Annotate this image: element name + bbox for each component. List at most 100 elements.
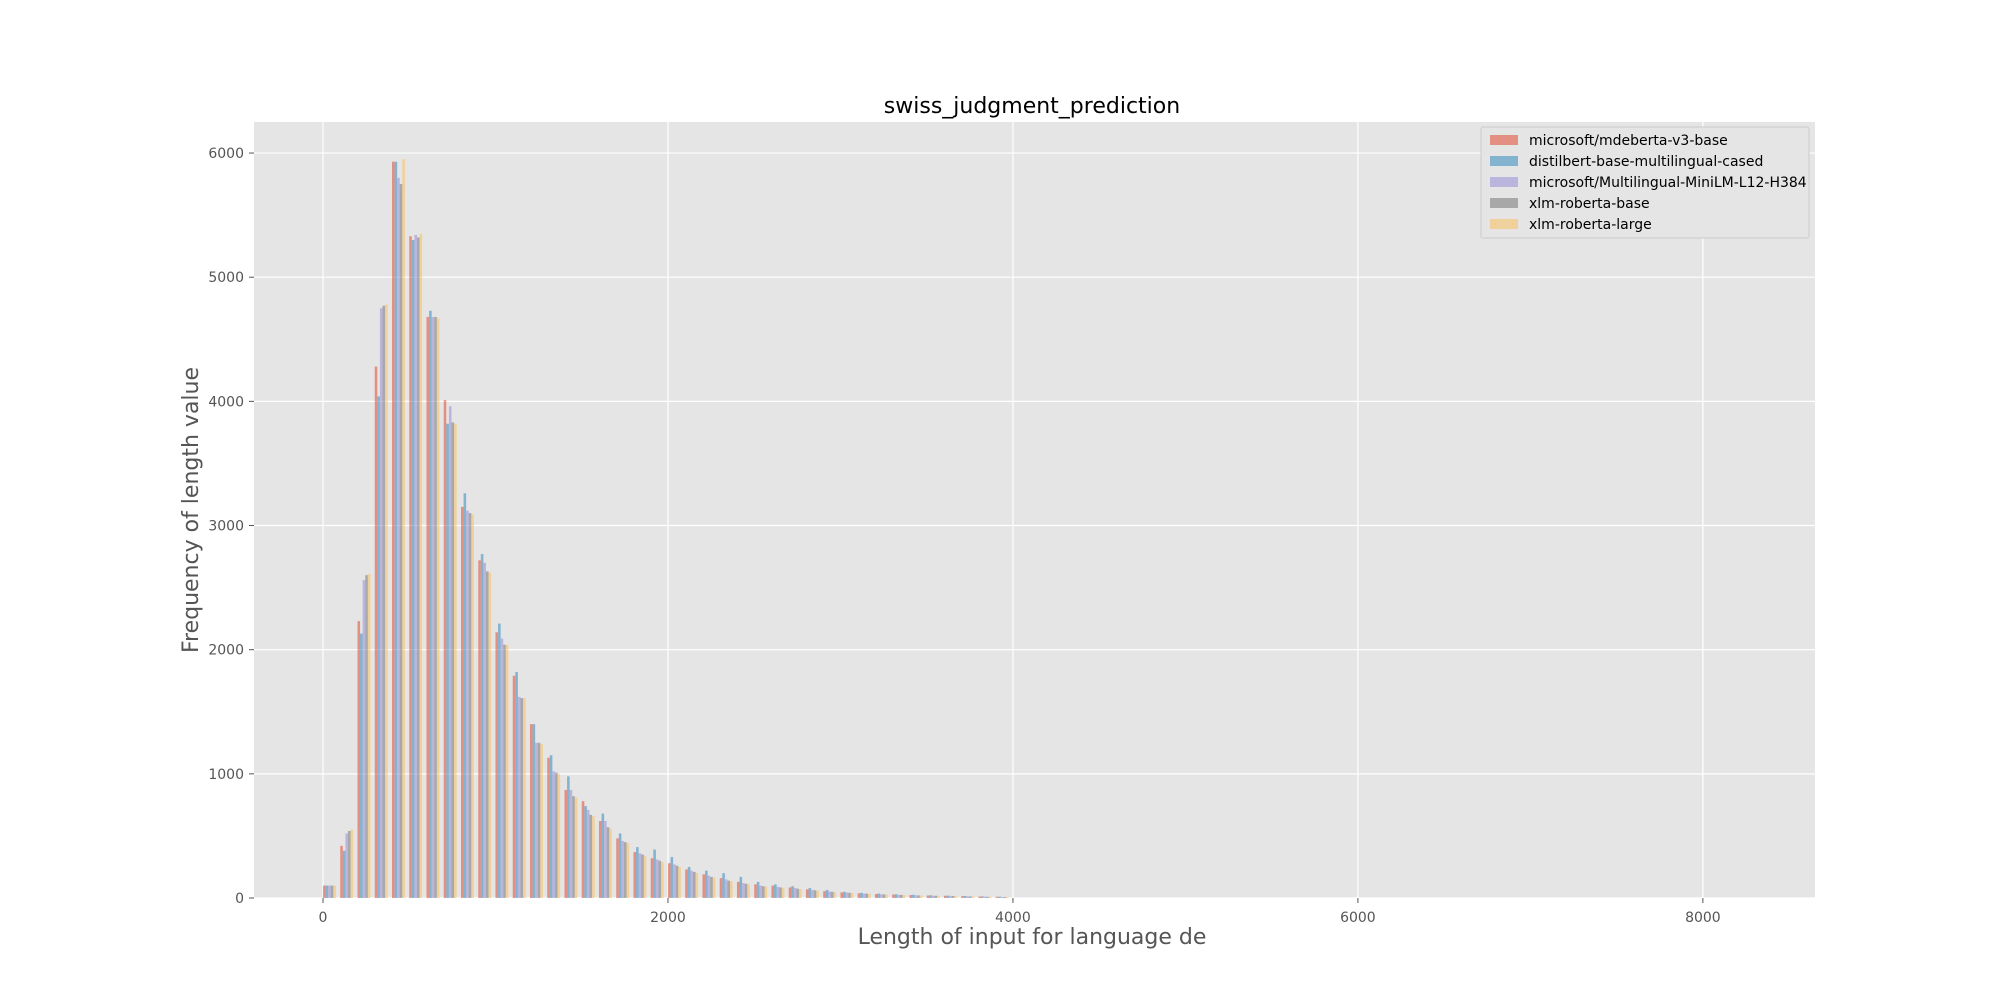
bar-s0-b34	[909, 895, 913, 898]
bar-s4-b14	[574, 797, 578, 898]
bar-s2-b8	[466, 510, 469, 898]
y-tick-label-1: 1000	[208, 767, 244, 783]
bar-s3-b33	[899, 894, 903, 898]
bar-s0-b24	[736, 881, 740, 898]
bar-s3-b31	[865, 893, 869, 898]
bar-s1-b0	[325, 885, 329, 898]
bar-s1-b22	[705, 870, 708, 898]
legend-swatch-1	[1490, 156, 1518, 166]
bar-s2-b31	[862, 893, 866, 898]
bar-s0-b37	[961, 896, 964, 898]
bar-s3-b22	[710, 876, 713, 898]
x-axis-ticks: 0 2000 4000 6000 8000	[319, 898, 1721, 926]
bar-s3-b23	[727, 880, 731, 898]
bar-s3-b36	[951, 896, 955, 898]
legend-label-4: xlm-roberta-large	[1529, 217, 1652, 233]
bar-s2-b37	[966, 896, 969, 898]
bar-s4-b38	[988, 896, 992, 898]
bar-s3-b20	[675, 865, 679, 898]
legend-label-0: microsoft/mdeberta-v3-base	[1529, 133, 1728, 149]
bar-s2-b9	[483, 562, 486, 898]
bar-s2-b0	[328, 885, 331, 898]
bar-s4-b5	[419, 233, 423, 898]
y-axis-ticks: 0 1000 2000 3000 4000 5000 6000	[208, 146, 254, 907]
bar-s4-b26	[781, 887, 785, 898]
bar-s4-b21	[695, 873, 699, 898]
bar-s3-b9	[485, 571, 489, 898]
bar-s0-b0	[322, 885, 326, 898]
bar-s4-b37	[971, 896, 975, 898]
bar-s4-b11	[523, 698, 526, 898]
bar-s1-b35	[929, 895, 932, 898]
bar-s3-b24	[744, 883, 748, 898]
bar-s0-b9	[478, 560, 481, 898]
bar-s4-b18	[643, 855, 647, 898]
bar-s4-b22	[712, 877, 716, 898]
bar-s4-b15	[592, 816, 595, 898]
bar-s0-b5	[409, 236, 412, 899]
bar-s0-b1	[340, 845, 343, 898]
bar-s2-b25	[759, 885, 762, 898]
bar-s1-b33	[894, 894, 898, 898]
bar-s1-b31	[860, 892, 863, 898]
bar-s3-b7	[451, 422, 455, 898]
bar-s2-b10	[500, 638, 504, 898]
bar-s2-b16	[604, 821, 607, 898]
bar-s3-b38	[986, 896, 989, 898]
bar-s0-b13	[547, 757, 550, 898]
bar-s1-b20	[670, 857, 674, 898]
legend: microsoft/mdeberta-v3-base distilbert-bas…	[1480, 126, 1810, 239]
bar-s2-b19	[655, 859, 659, 898]
bar-s2-b27	[793, 888, 797, 898]
bar-s2-b32	[880, 894, 883, 898]
bar-s1-b8	[463, 493, 467, 898]
x-axis-label: Length of input for language de	[858, 925, 1207, 950]
bar-s1-b34	[912, 894, 915, 898]
bar-s1-b14	[567, 776, 570, 898]
bar-s2-b17	[621, 840, 624, 898]
bar-s3-b18	[641, 854, 644, 898]
bar-s1-b9	[480, 554, 484, 898]
bar-s0-b25	[754, 884, 757, 898]
y-tick-label-4: 4000	[208, 394, 244, 410]
bar-s4-b2	[367, 573, 371, 898]
legend-swatch-2	[1490, 177, 1518, 187]
bar-s0-b38	[978, 896, 982, 898]
bar-s2-b29	[828, 891, 831, 898]
bar-s0-b7	[443, 400, 447, 898]
bar-s1-b23	[722, 873, 725, 898]
bar-s4-b6	[436, 318, 440, 898]
bar-s3-b11	[520, 698, 524, 898]
bar-s4-b10	[505, 644, 509, 898]
bar-s0-b14	[564, 789, 568, 898]
bar-s4-b20	[678, 866, 681, 898]
bar-s3-b6	[434, 316, 437, 898]
bar-s3-b37	[968, 896, 972, 898]
bar-s0-b15	[581, 801, 585, 898]
bar-s2-b26	[776, 886, 780, 898]
bar-s2-b35	[931, 895, 935, 898]
bar-s1-b30	[843, 891, 846, 898]
bar-s2-b38	[983, 896, 987, 898]
bar-s2-b22	[707, 875, 711, 898]
bar-s3-b12	[537, 742, 541, 898]
bar-s3-b4	[399, 184, 403, 898]
legend-swatch-3	[1490, 198, 1518, 208]
bar-s2-b28	[811, 889, 814, 898]
bar-s0-b23	[719, 878, 723, 898]
bar-s4-b12	[540, 744, 543, 898]
bar-s4-b33	[902, 895, 906, 898]
bar-s2-b14	[569, 789, 573, 898]
bar-s4-b24	[747, 884, 750, 898]
bar-s0-b28	[805, 889, 809, 898]
bar-s2-b30	[845, 892, 849, 898]
bar-s4-b35	[937, 895, 940, 898]
bar-s3-b25	[761, 886, 765, 898]
bar-s3-b28	[813, 890, 817, 898]
bar-s2-b23	[724, 879, 728, 898]
bar-s0-b17	[616, 838, 619, 898]
bar-s1-b11	[515, 672, 518, 898]
legend-swatch-0	[1490, 135, 1518, 145]
bar-s1-b1	[342, 850, 346, 898]
